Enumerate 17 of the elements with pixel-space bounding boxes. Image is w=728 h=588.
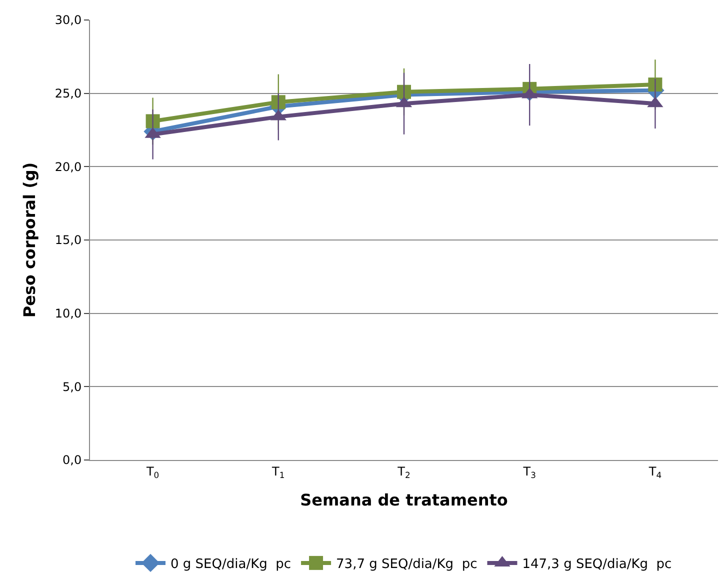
legend-label: 73,7 g SEQ/dia/Kg pc — [336, 557, 478, 572]
x-tick-label: T$_{1}$ — [271, 464, 285, 480]
y-tick-label: 0,0 — [62, 453, 82, 468]
y-tick-label: 5,0 — [62, 380, 82, 394]
legend-label: 0 g SEQ/dia/Kg pc — [170, 557, 292, 572]
x-tick-label: T$_{2}$ — [396, 464, 410, 480]
y-tick-label: 10,0 — [54, 306, 82, 321]
legend-label: 147,3 g SEQ/dia/Kg pc — [522, 557, 672, 572]
x-tick-label: T$_{3}$ — [522, 464, 536, 480]
y-axis-title: Peso corporal (g) — [20, 162, 39, 318]
x-tick-label: T$_{0}$ — [145, 464, 160, 480]
y-tick-label: 15,0 — [54, 233, 82, 248]
y-tick-label: 30,0 — [54, 13, 82, 28]
x-axis-title: Semana de tratamento — [300, 490, 508, 510]
x-tick-label: T$_{4}$ — [648, 464, 662, 480]
y-tick-label: 20,0 — [54, 160, 82, 174]
y-tick-label: 25,0 — [54, 86, 82, 101]
